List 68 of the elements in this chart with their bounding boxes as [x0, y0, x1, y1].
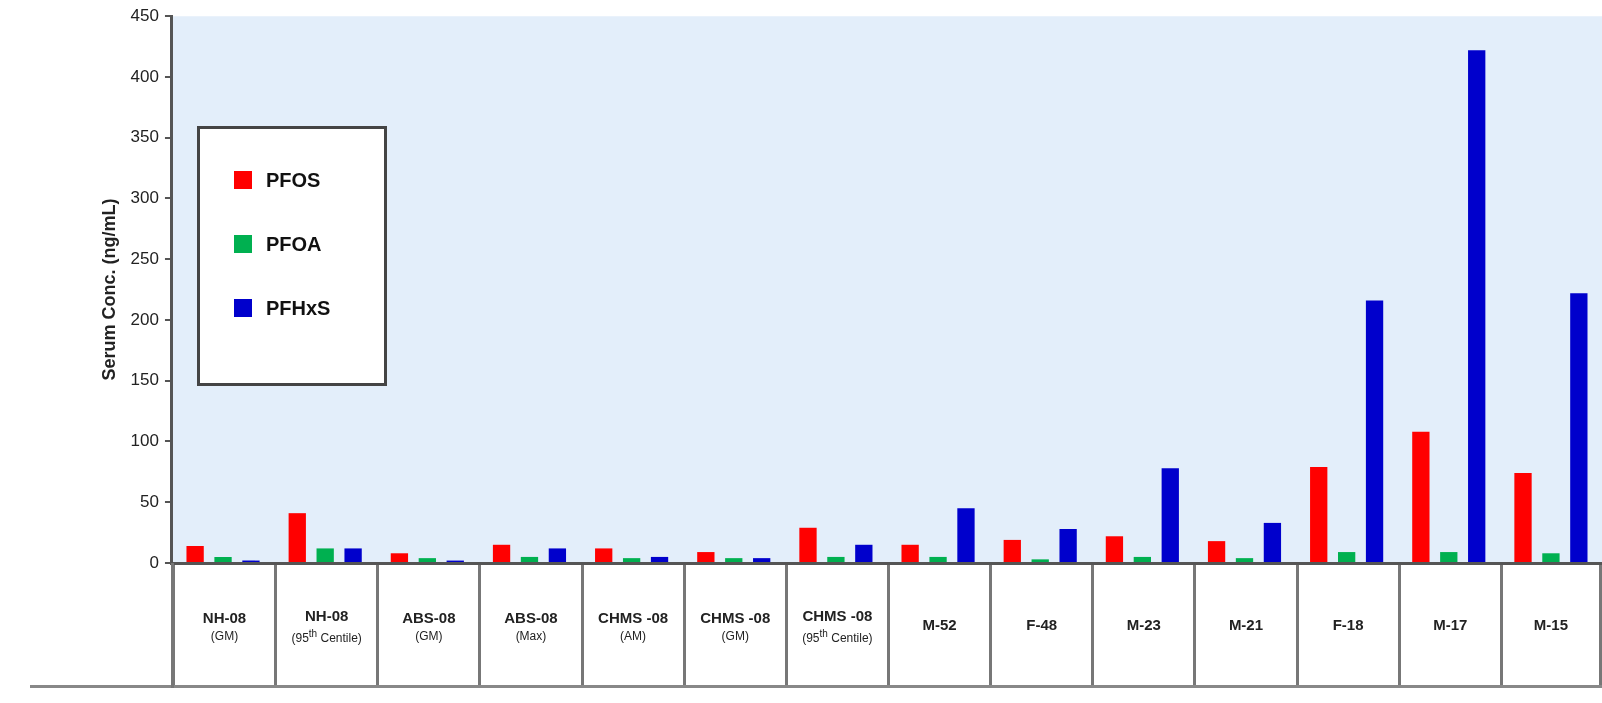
bar	[520, 556, 539, 562]
bar	[344, 548, 362, 562]
bar	[1412, 431, 1430, 562]
y-tick-label: 450	[130, 5, 159, 25]
x-tick-label: F-48	[989, 565, 1092, 685]
x-tick-label: M-21	[1193, 565, 1296, 685]
x-tick-label: M-15	[1499, 565, 1602, 685]
bar	[1440, 552, 1458, 562]
y-tick-label: 150	[130, 370, 159, 390]
bar	[214, 556, 232, 562]
x-tick-label: CHMS -08 (GM)	[700, 607, 771, 645]
bar	[697, 552, 715, 562]
bar	[957, 508, 975, 562]
y-tick-label: 400	[130, 66, 159, 86]
x-tick-label: M-17	[1397, 565, 1500, 685]
y-tick-label: 200	[130, 309, 159, 329]
bar	[1514, 473, 1532, 562]
bar	[1263, 522, 1282, 562]
bar	[725, 558, 743, 562]
y-tick-label: 300	[130, 188, 159, 208]
bar	[492, 544, 511, 562]
bar	[799, 527, 817, 562]
x-tick-label: ABS-08 (GM)	[402, 607, 456, 645]
bar	[1003, 539, 1021, 562]
x-tick-label: M-52	[886, 565, 990, 685]
bar	[1161, 468, 1179, 562]
x-tick-label: CHMS -08 (AM)	[598, 607, 669, 645]
x-tick-label: ABS-08 (Max)	[504, 607, 558, 645]
bar	[1059, 528, 1077, 562]
y-tick-label: 50	[140, 491, 159, 511]
bar	[753, 558, 771, 562]
bar	[1468, 50, 1486, 562]
bar	[390, 553, 409, 562]
bar	[827, 556, 845, 562]
legend-label: PFOS	[265, 168, 321, 192]
y-tick-label: 250	[130, 248, 159, 268]
y-tick-label: 100	[130, 431, 159, 451]
bar	[650, 556, 669, 562]
legend-label: PFOA	[265, 232, 322, 256]
bar	[1133, 556, 1151, 562]
x-tick-label: CHMS -08 (95$^{th}$ Centile)	[802, 605, 873, 647]
y-axis-title: Serum Conc. (ng/mL)	[98, 198, 119, 381]
x-tick-label: NH-08 (95$^{th}$ Centile)	[291, 605, 362, 647]
x-tick-label: F-18	[1295, 565, 1398, 685]
bar	[855, 544, 873, 562]
bar	[1365, 300, 1384, 562]
x-tick-label: M-23	[1091, 565, 1194, 685]
bar	[1235, 558, 1254, 562]
bar	[1570, 293, 1588, 562]
bar	[288, 513, 306, 562]
bar	[901, 544, 919, 562]
y-tick-label: 0	[149, 552, 159, 572]
bar	[1542, 553, 1560, 562]
bar	[595, 548, 613, 562]
legend-label: PFHxS	[265, 296, 331, 320]
bar	[1207, 541, 1226, 562]
y-tick-label: 350	[130, 127, 159, 147]
bar	[1031, 559, 1049, 562]
bar	[1337, 552, 1356, 562]
x-tick-label: NH-08 (GM)	[202, 607, 247, 645]
bar	[929, 556, 947, 562]
bar	[418, 558, 436, 562]
bar	[548, 548, 567, 562]
bar	[622, 558, 641, 562]
bar	[1310, 467, 1328, 562]
bar	[186, 545, 204, 562]
bar	[316, 548, 334, 562]
bar	[1105, 536, 1124, 562]
